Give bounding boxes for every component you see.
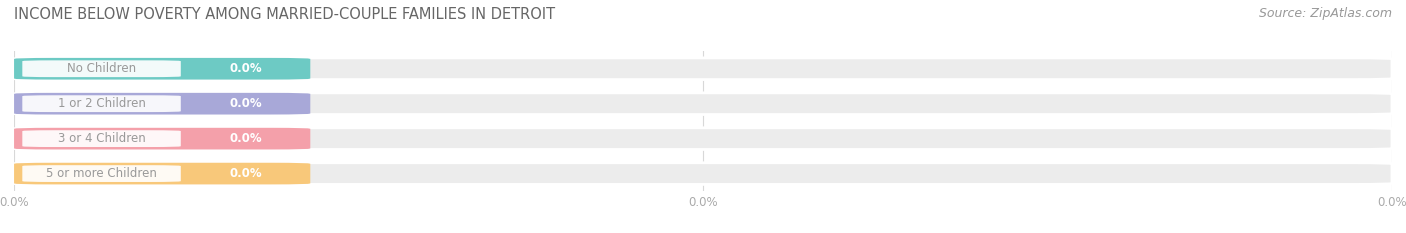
FancyBboxPatch shape: [22, 130, 181, 147]
Text: 0.0%: 0.0%: [229, 62, 262, 75]
Text: 0.0%: 0.0%: [229, 132, 262, 145]
FancyBboxPatch shape: [22, 60, 181, 77]
FancyBboxPatch shape: [22, 95, 181, 112]
Text: 1 or 2 Children: 1 or 2 Children: [58, 97, 145, 110]
Text: Source: ZipAtlas.com: Source: ZipAtlas.com: [1258, 7, 1392, 20]
FancyBboxPatch shape: [14, 163, 311, 185]
FancyBboxPatch shape: [14, 93, 311, 115]
Text: 5 or more Children: 5 or more Children: [46, 167, 157, 180]
FancyBboxPatch shape: [14, 58, 311, 80]
Text: 3 or 4 Children: 3 or 4 Children: [58, 132, 145, 145]
FancyBboxPatch shape: [14, 128, 311, 150]
FancyBboxPatch shape: [14, 58, 1392, 80]
FancyBboxPatch shape: [14, 163, 1392, 185]
Text: 0.0%: 0.0%: [229, 167, 262, 180]
Text: 0.0%: 0.0%: [229, 97, 262, 110]
Text: INCOME BELOW POVERTY AMONG MARRIED-COUPLE FAMILIES IN DETROIT: INCOME BELOW POVERTY AMONG MARRIED-COUPL…: [14, 7, 555, 22]
FancyBboxPatch shape: [22, 165, 181, 182]
FancyBboxPatch shape: [14, 128, 1392, 150]
Text: No Children: No Children: [67, 62, 136, 75]
FancyBboxPatch shape: [14, 93, 1392, 115]
